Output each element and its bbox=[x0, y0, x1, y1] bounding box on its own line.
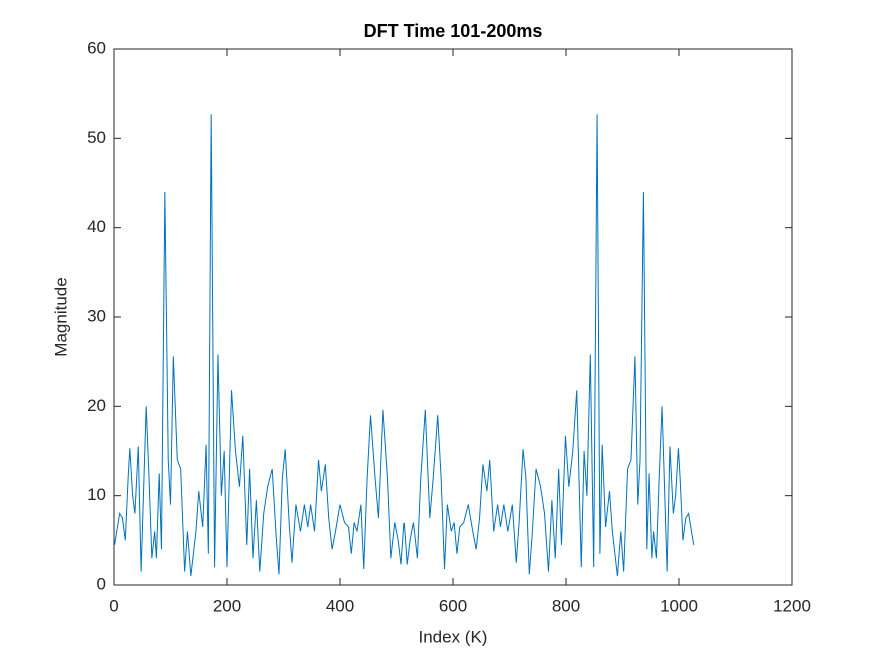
x-tick-label: 1200 bbox=[773, 596, 811, 615]
y-tick-label: 10 bbox=[87, 485, 106, 504]
x-tick-label: 400 bbox=[326, 596, 354, 615]
y-tick-label: 60 bbox=[87, 38, 106, 57]
y-tick-label: 30 bbox=[87, 306, 106, 325]
data-line bbox=[114, 114, 695, 577]
x-tick-label: 0 bbox=[109, 596, 118, 615]
x-tick-label: 800 bbox=[552, 596, 580, 615]
x-tick-label: 200 bbox=[213, 596, 241, 615]
y-tick-label: 0 bbox=[97, 574, 106, 593]
y-axis-label: Magnitude bbox=[51, 277, 70, 356]
y-tick-label: 20 bbox=[87, 396, 106, 415]
x-tick-label: 1000 bbox=[660, 596, 698, 615]
chart-title: DFT Time 101-200ms bbox=[364, 21, 543, 41]
axes-box bbox=[113, 48, 793, 586]
y-tick-label: 40 bbox=[87, 217, 106, 236]
x-axis-label: Index (K) bbox=[419, 627, 488, 646]
x-tick-label: 600 bbox=[439, 596, 467, 615]
y-tick-label: 50 bbox=[87, 128, 106, 147]
